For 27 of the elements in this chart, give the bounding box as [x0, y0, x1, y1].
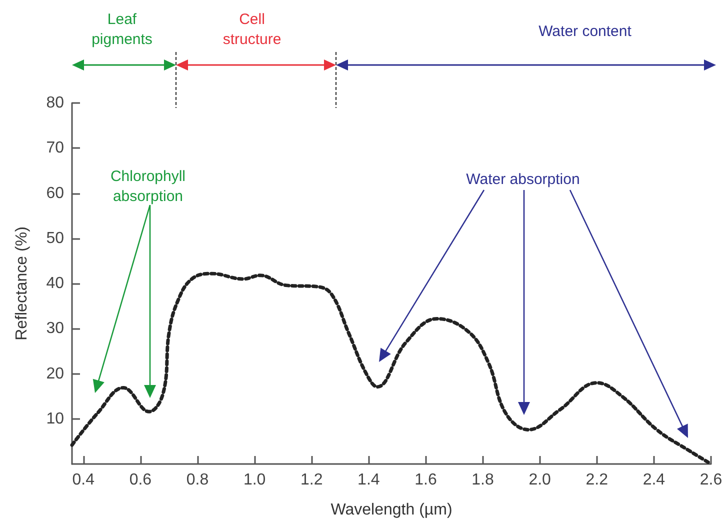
- x-tick-label: 2.4: [642, 472, 666, 488]
- x-tick-label: 1.8: [472, 472, 494, 488]
- y-tick-label: 80: [46, 94, 64, 112]
- x-tick-label: 0.8: [186, 472, 209, 488]
- y-tick-label: 50: [46, 230, 64, 247]
- x-tick-label: 1.0: [243, 472, 266, 488]
- text: Leaf pigments: [92, 11, 152, 48]
- x-tick-label: 1.4: [358, 472, 380, 488]
- x-tick-label: 2.2: [586, 472, 608, 488]
- y-tick-label: 20: [46, 365, 64, 382]
- text: Cell structure: [222, 11, 282, 48]
- text: Water content: [538, 23, 632, 40]
- y-tick-label: 10: [46, 410, 64, 428]
- y-tick-label: 60: [46, 184, 64, 202]
- annotation: Chlorophyll absorption: [110, 168, 186, 205]
- x-tick-label: 1.6: [414, 472, 437, 488]
- annotation: Water absorption: [466, 171, 580, 188]
- y-axis-title: Reflectance (%): [14, 226, 30, 340]
- y-tick-label: 70: [46, 140, 64, 157]
- x-tick-label: 2.0: [528, 472, 552, 488]
- x-tick-label: 0.4: [72, 472, 95, 488]
- y-tick-label: 40: [46, 275, 64, 292]
- x-tick-label: 2.6: [700, 472, 722, 488]
- x-tick-label: 0.6: [129, 472, 152, 488]
- x-axis-title: Wavelength (µm): [330, 502, 452, 518]
- x-tick-label: 1.2: [300, 472, 323, 488]
- y-tick-label: 30: [46, 320, 64, 338]
